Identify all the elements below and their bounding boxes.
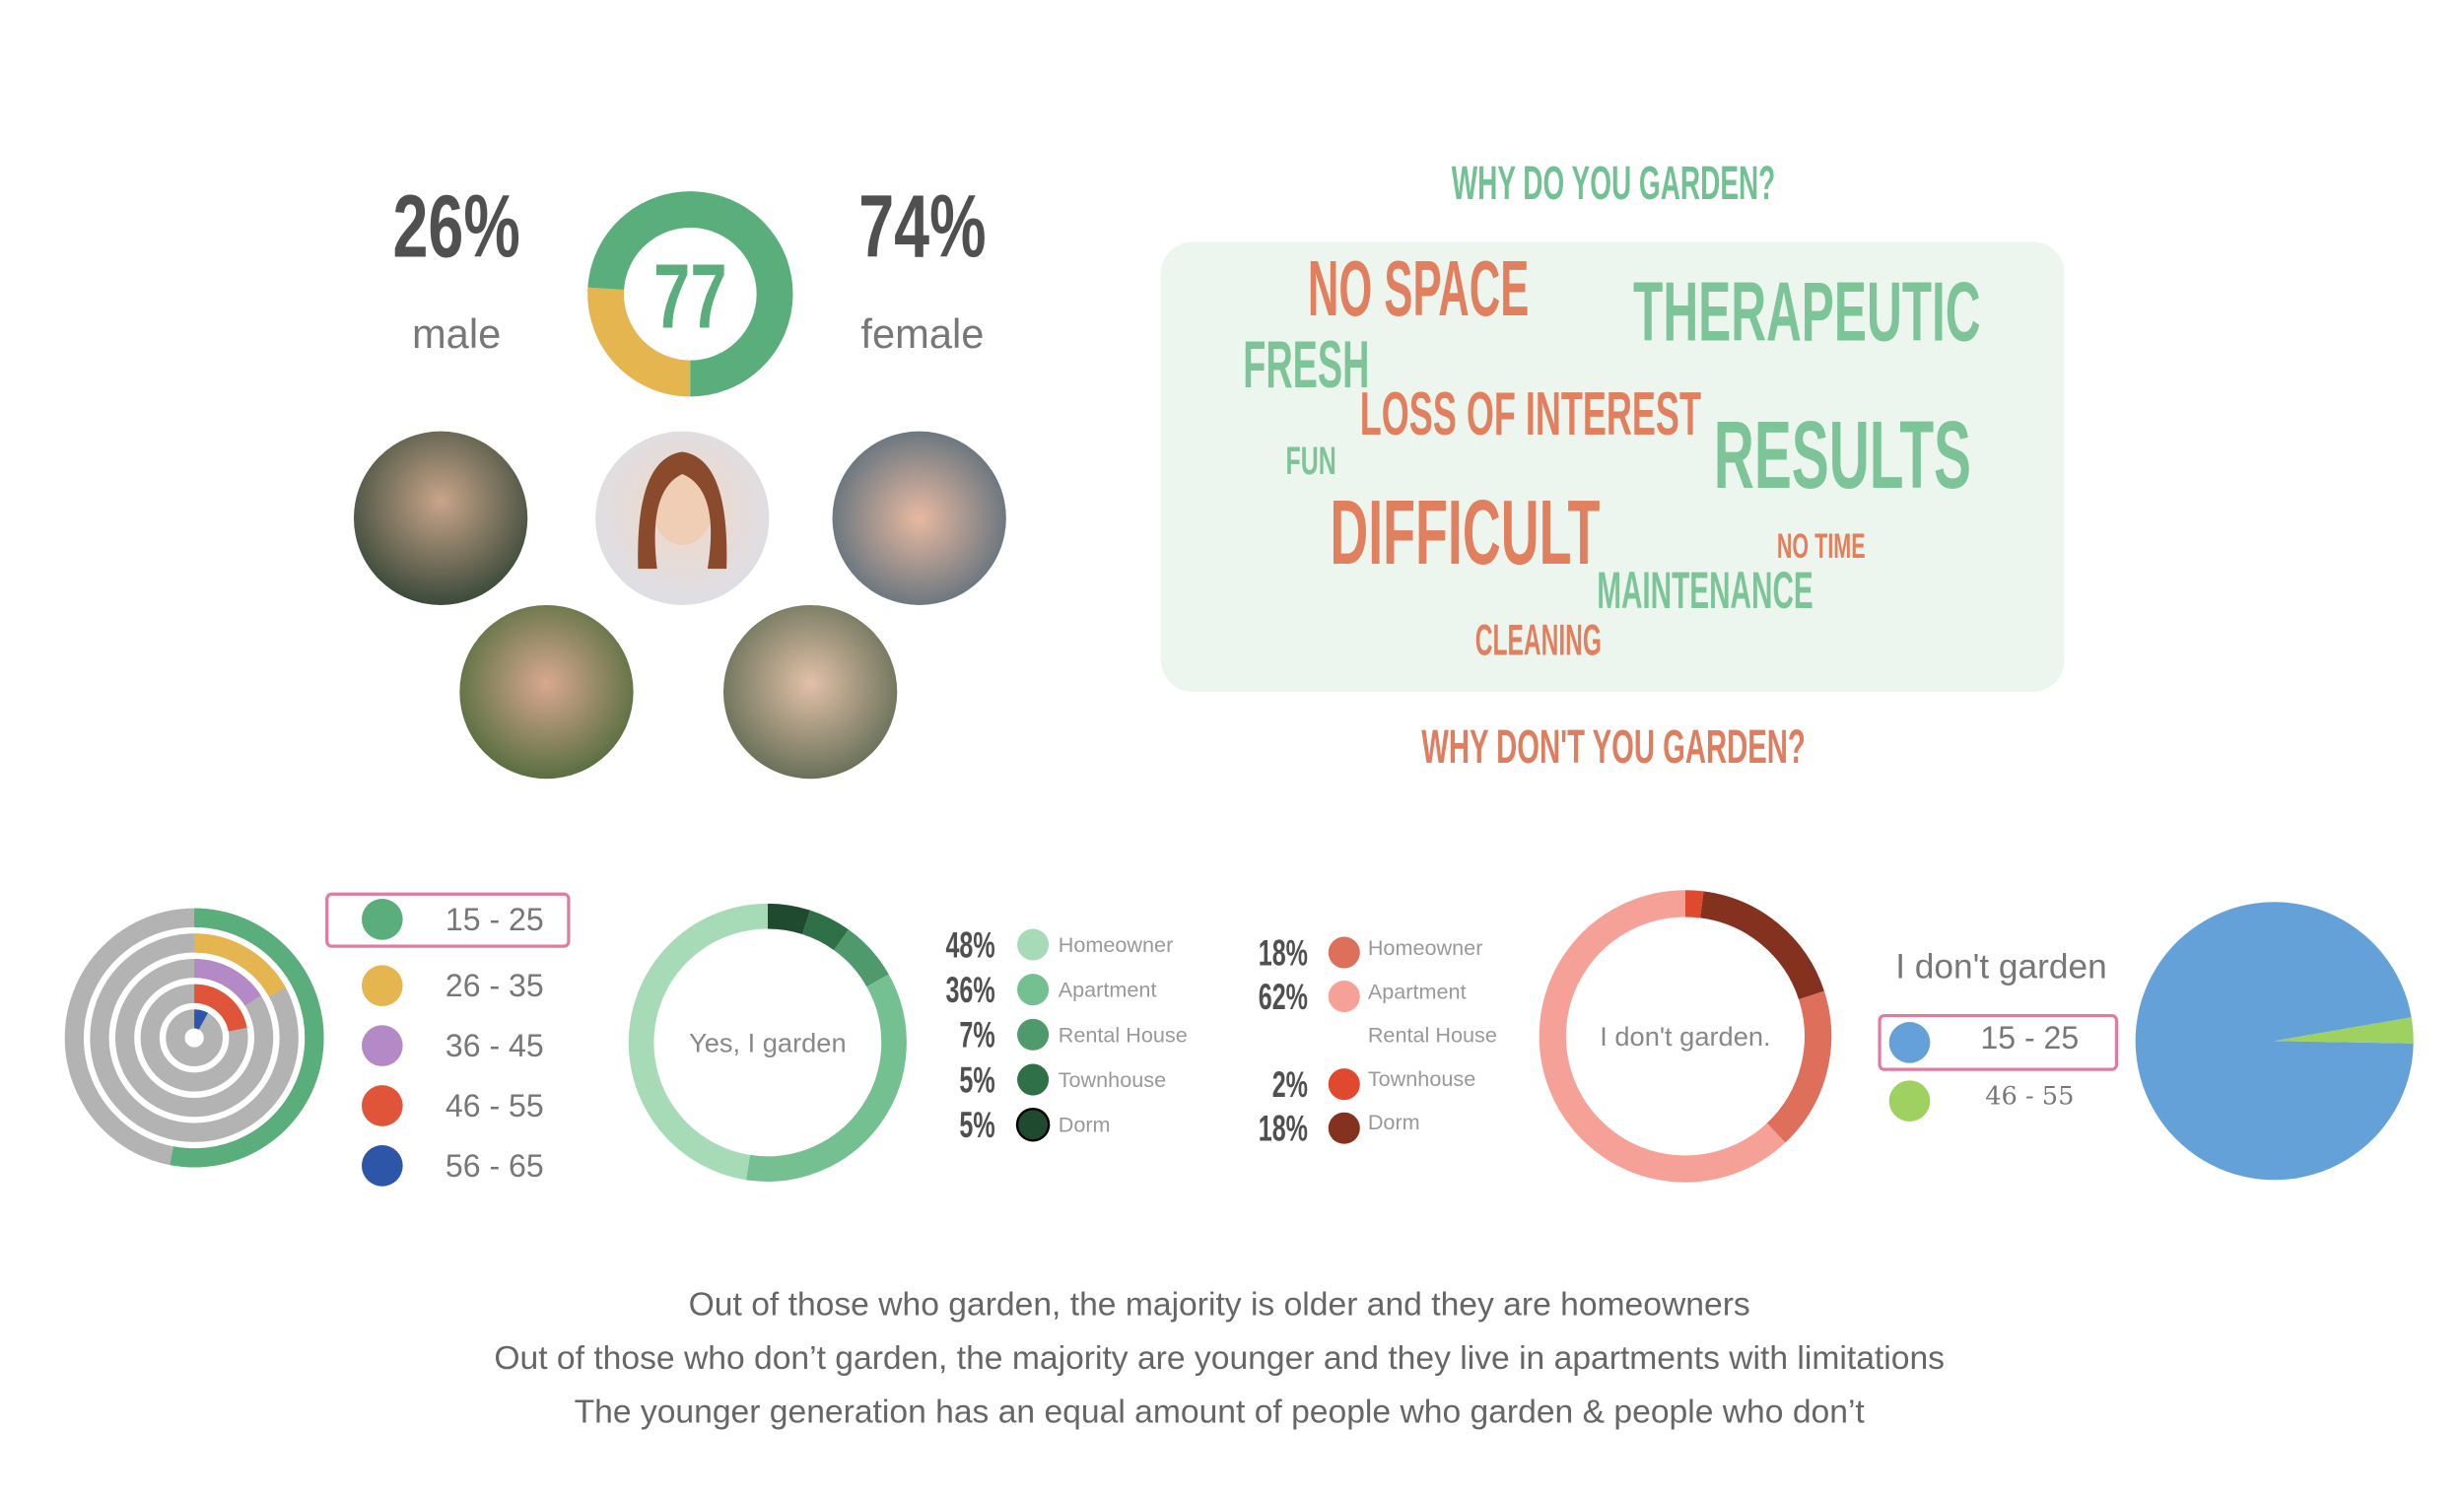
legend-label: 26 - 35 [445,968,544,1003]
legend-swatch [1328,981,1360,1013]
legend-swatch [1017,974,1050,1006]
legend-label: 46 - 55 [445,1088,544,1123]
word: NO TIME [1777,527,1866,566]
photo [459,604,634,780]
legend-highlight [1878,1014,2119,1071]
legend-swatch [1328,936,1360,969]
legend-swatch [361,1145,403,1187]
legend-label: Homeowner [1059,932,1174,957]
footer-line: Out of those who garden, the majority is… [689,1286,1750,1323]
legend-swatch [1015,1107,1051,1142]
ring-arc [170,908,324,1168]
value-label: 2% [1272,1063,1308,1105]
word: DIFFICULT [1330,481,1600,583]
donut-segment [801,910,850,951]
pie-slice [2274,1017,2414,1044]
legend-swatch [1888,1022,1931,1063]
word: CLEANING [1475,615,1602,665]
category-label: female [860,310,984,357]
photo [722,604,898,780]
center-label: I don't garden. [1600,1021,1770,1052]
legend-label: Dorm [1059,1113,1111,1137]
word-cloud-panel [1160,241,2065,693]
value-label: 36% [945,969,994,1010]
legend-swatch [1328,1068,1360,1101]
ring-arc [193,958,261,1006]
legend-label: Homeowner [1368,935,1483,960]
ring-arc [193,933,286,997]
value-label: 26% [392,176,519,276]
legend-label: 15 - 25 [445,902,544,937]
legend-label: Apartment [1368,979,1467,1003]
photo [832,431,1006,605]
legend-swatch [1017,1018,1050,1051]
donut-segment [767,903,811,935]
word-cloud-title: WHY DO YOU GARDEN? [1452,157,1776,210]
donut-segment [628,903,768,1181]
category-label: male [412,310,501,357]
word: FRESH [1243,328,1369,402]
word: RESULTS [1714,401,1971,509]
value-label: 62% [1259,976,1308,1017]
word: LOSS OF INTEREST [1360,379,1701,448]
legend-label: Townhouse [1059,1067,1166,1092]
legend-label: Townhouse [1368,1066,1475,1091]
legend-swatch [1888,1080,1931,1122]
legend-swatch [361,1025,403,1066]
legend-label: 15 - 25 [1980,1020,2079,1055]
donut-segment [746,974,907,1182]
donut-segment [833,929,889,987]
donut-segment [1539,890,1786,1183]
word: THERAPEUTIC [1633,264,1981,358]
legend-swatch [361,965,403,1007]
value-label: 18% [1259,931,1308,973]
chart-title: I don't garden [1895,947,2106,986]
legend-label: Apartment [1059,978,1157,1002]
word: NO SPACE [1308,243,1529,332]
donut-segment [1699,891,1824,1000]
legend-swatch [361,1085,403,1126]
value-label: 48% [945,923,994,965]
photo-hair [638,451,727,570]
ring-arc [193,1009,209,1030]
ring-arc [193,984,247,1032]
value-label: 74% [858,176,986,276]
legend-label: Rental House [1059,1022,1188,1047]
legend-swatch [1328,1112,1360,1144]
donut-segment [587,191,793,397]
legend-highlight [325,892,571,948]
value-label: 5% [959,1058,994,1100]
legend-swatch [1017,1063,1050,1096]
donut-segment [1766,990,1832,1143]
footer-line: The younger generation has an equal amou… [575,1394,1866,1430]
photo [353,431,528,605]
word: MAINTENANCE [1597,562,1814,620]
center-label: Yes, I garden [689,1027,847,1057]
center-value: 77 [653,246,726,348]
legend-swatch [361,899,403,940]
legend-label: Dorm [1368,1110,1420,1134]
word-cloud-subtitle: WHY DON'T YOU GARDEN? [1421,720,1805,774]
value-label: 7% [959,1014,994,1055]
value-label: 18% [1259,1108,1308,1149]
donut-segment [1684,890,1704,918]
pie-slice [2135,902,2414,1181]
word: FUN [1285,440,1335,483]
photos [353,431,1006,780]
legend-label: 46 - 55 [1985,1081,2074,1111]
legend-label: Rental House [1368,1023,1497,1048]
donut-segment [587,287,691,397]
value-label: 5% [959,1104,994,1145]
legend-label: 36 - 45 [445,1028,544,1063]
legend-swatch [1017,928,1050,961]
footer-line: Out of those who don’t garden, the major… [494,1340,1945,1377]
legend-label: 56 - 65 [445,1148,544,1184]
